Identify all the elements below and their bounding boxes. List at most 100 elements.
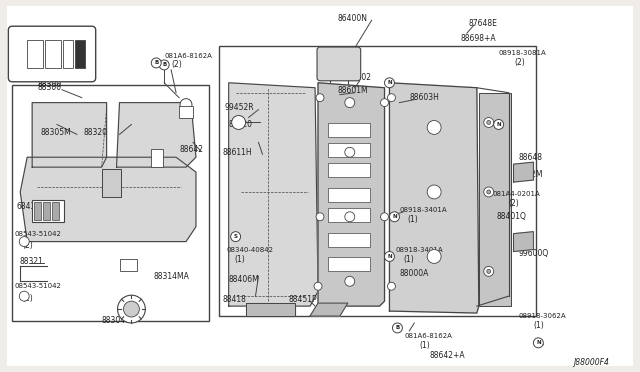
Polygon shape (318, 83, 385, 306)
Circle shape (159, 60, 169, 70)
Polygon shape (246, 303, 295, 316)
Text: 88601M: 88601M (338, 86, 369, 95)
Circle shape (345, 276, 355, 286)
Text: 88603H: 88603H (410, 93, 439, 102)
Text: (2): (2) (22, 241, 33, 250)
Text: S: S (234, 234, 237, 239)
Circle shape (314, 282, 322, 290)
Text: 88642+A: 88642+A (429, 351, 465, 360)
Bar (102, 169, 122, 197)
Bar (328, 232, 370, 247)
Text: N: N (392, 214, 397, 219)
Text: N: N (536, 340, 541, 345)
Text: 88418: 88418 (223, 295, 246, 304)
Text: N: N (387, 80, 392, 85)
Text: 88300: 88300 (37, 80, 61, 89)
Text: 99452R: 99452R (225, 103, 254, 112)
Text: (1): (1) (403, 255, 414, 264)
Bar (328, 163, 370, 177)
Circle shape (533, 338, 543, 348)
Text: 88300: 88300 (37, 83, 61, 92)
Text: B: B (396, 326, 399, 330)
Text: 08918-3062A: 08918-3062A (518, 313, 566, 319)
Text: 88320: 88320 (84, 128, 108, 137)
Text: 88620: 88620 (228, 120, 253, 129)
Circle shape (427, 185, 441, 199)
Text: (1): (1) (419, 341, 430, 350)
Text: 88622M: 88622M (513, 170, 543, 179)
Text: (1): (1) (533, 321, 544, 330)
Text: 99600Q: 99600Q (518, 249, 548, 258)
Text: 08340-40842: 08340-40842 (227, 247, 274, 253)
Circle shape (19, 291, 29, 301)
Text: 08543-51042: 08543-51042 (14, 283, 61, 289)
Bar (34, 202, 41, 220)
Text: 88314MA: 88314MA (153, 272, 189, 281)
Circle shape (487, 269, 491, 273)
Text: 88451P: 88451P (288, 295, 317, 304)
FancyBboxPatch shape (8, 26, 96, 82)
Text: 88698+A: 88698+A (461, 33, 497, 43)
Text: N: N (387, 254, 392, 259)
Text: 88304M: 88304M (102, 317, 132, 326)
Bar (328, 257, 370, 271)
Bar (479, 93, 511, 306)
Bar (328, 208, 370, 222)
Text: (2): (2) (171, 60, 182, 70)
Circle shape (387, 94, 396, 102)
Bar (32, 200, 64, 222)
Text: 08918-3401A: 08918-3401A (396, 247, 443, 253)
Text: 081A4-0201A: 081A4-0201A (493, 191, 540, 197)
Circle shape (180, 99, 192, 110)
Text: 684300: 684300 (16, 202, 45, 211)
Circle shape (118, 295, 145, 323)
Circle shape (316, 213, 324, 221)
Circle shape (487, 190, 491, 194)
Circle shape (484, 187, 493, 197)
Circle shape (345, 98, 355, 108)
Text: 081A6-8162A: 081A6-8162A (404, 333, 452, 339)
Circle shape (345, 147, 355, 157)
Circle shape (381, 99, 388, 107)
Circle shape (493, 119, 504, 129)
Circle shape (385, 78, 394, 88)
Text: 88401Q: 88401Q (497, 212, 527, 221)
Circle shape (427, 121, 441, 134)
Text: 88611H: 88611H (223, 148, 252, 157)
Circle shape (232, 116, 246, 129)
Bar (151, 149, 163, 167)
Bar (179, 106, 193, 118)
Bar (328, 188, 370, 202)
Circle shape (484, 266, 493, 276)
Circle shape (484, 118, 493, 128)
Polygon shape (513, 162, 533, 182)
Bar (63, 40, 73, 68)
Text: (1): (1) (407, 215, 418, 224)
Text: (2): (2) (509, 199, 519, 208)
Circle shape (151, 58, 161, 68)
Text: (1): (1) (235, 255, 245, 264)
Text: 88602: 88602 (348, 73, 372, 82)
Circle shape (487, 121, 491, 125)
Circle shape (381, 213, 388, 221)
Circle shape (387, 282, 396, 290)
Bar (43, 202, 50, 220)
Bar (75, 40, 84, 68)
Bar (45, 40, 61, 68)
Text: 86400N: 86400N (338, 14, 368, 23)
Polygon shape (513, 232, 533, 251)
Text: 88648: 88648 (518, 153, 543, 162)
Polygon shape (32, 103, 107, 167)
Text: N: N (497, 122, 501, 127)
Circle shape (390, 212, 399, 222)
Circle shape (385, 251, 394, 262)
Text: (2): (2) (22, 294, 33, 303)
Polygon shape (20, 157, 196, 241)
Text: B: B (154, 60, 158, 65)
Text: 88642: 88642 (179, 145, 203, 154)
Circle shape (316, 94, 324, 102)
Polygon shape (228, 83, 318, 306)
Text: 08918-3081A: 08918-3081A (499, 50, 547, 56)
Bar (219, 46, 536, 316)
Circle shape (427, 250, 441, 263)
